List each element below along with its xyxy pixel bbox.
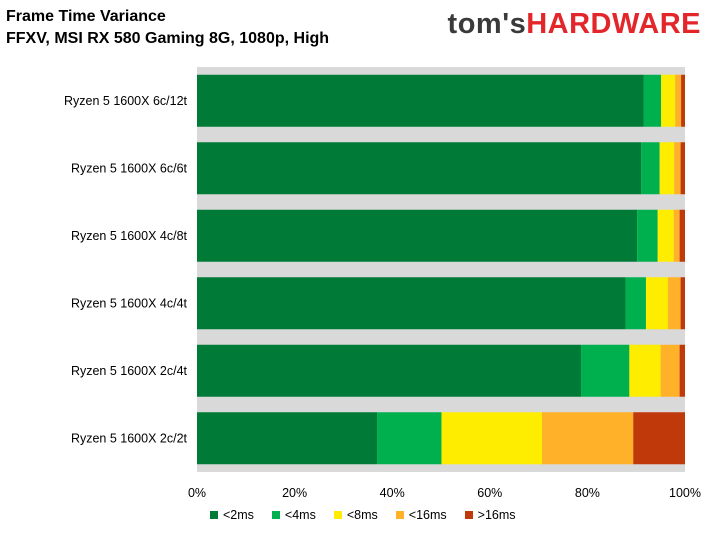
legend-swatch — [271, 511, 280, 519]
bar-segment — [637, 209, 658, 262]
bar-segment — [542, 412, 634, 465]
bar-segment — [625, 277, 646, 330]
bar-segment — [679, 209, 685, 262]
legend-item: <8ms — [333, 508, 378, 522]
bar-segment — [659, 142, 675, 195]
category-label: Ryzen 5 1600X 4c/4t — [71, 296, 188, 310]
bar-segment — [645, 277, 668, 330]
chart-subtitle: FFXV, MSI RX 580 Gaming 8G, 1080p, High — [6, 30, 330, 47]
category-label: Ryzen 5 1600X 2c/4t — [71, 364, 188, 378]
legend-label: <8ms — [346, 508, 378, 522]
bar-segment — [197, 74, 644, 127]
bar-segment — [197, 277, 626, 330]
x-tick-label: 60% — [477, 486, 502, 500]
bar-segment — [197, 209, 638, 262]
labels-layer: Ryzen 5 1600X 6c/12t Ryzen 5 1600X 6c/6t R… — [64, 94, 188, 446]
legend-swatch — [464, 511, 473, 519]
bar-segment — [680, 277, 685, 330]
legend-label: <4ms — [284, 508, 316, 522]
bar-segment — [667, 277, 681, 330]
bar-segment — [377, 412, 442, 465]
bar-segment — [680, 142, 685, 195]
x-tick-label: 100% — [669, 486, 701, 500]
bar-segment — [197, 344, 582, 397]
legend-item: <2ms — [210, 508, 254, 522]
legend-item: >16ms — [464, 508, 516, 522]
chart-title: Frame Time Variance — [6, 8, 166, 25]
bar-segment — [675, 74, 682, 127]
category-label: Ryzen 5 1600X 6c/12t — [64, 94, 188, 108]
legend-item: <4ms — [271, 508, 316, 522]
legend-label: <16ms — [408, 508, 447, 522]
bar-segment — [673, 209, 680, 262]
legend-swatch — [333, 511, 342, 519]
bar-segment — [641, 142, 660, 195]
bar-segment — [661, 74, 676, 127]
bar-segment — [197, 142, 642, 195]
bar-segment — [660, 344, 680, 397]
grid-layer — [197, 67, 685, 472]
legend-label: >16ms — [477, 508, 516, 522]
bar-segment — [674, 142, 681, 195]
legend-label: <2ms — [223, 508, 254, 522]
x-tick-label: 20% — [282, 486, 307, 500]
logo-text-hardware: HARDWARE — [526, 8, 701, 40]
category-label: Ryzen 5 1600X 6c/6t — [71, 161, 188, 175]
legend-swatch — [395, 511, 404, 519]
bar-segment — [679, 344, 685, 397]
bar-segment — [643, 74, 662, 127]
category-label: Ryzen 5 1600X 2c/2t — [71, 431, 188, 445]
plot-background — [197, 67, 685, 472]
legend-swatch — [210, 511, 218, 519]
x-tick-label: 40% — [380, 486, 405, 500]
x-tick-label: 0% — [188, 486, 206, 500]
bar-segment — [633, 412, 685, 465]
bar-segment — [629, 344, 661, 397]
bar-segment — [441, 412, 543, 465]
legend-item: <16ms — [395, 508, 447, 522]
x-tick-label: 80% — [575, 486, 600, 500]
bar-segment — [197, 412, 378, 465]
x-axis-ticks: 0% 20% 40% 60% 80% 100% — [188, 486, 701, 500]
bar-segment — [681, 74, 685, 127]
chart-title-block: Frame Time Variance FFXV, MSI RX 580 Gam… — [6, 6, 329, 50]
logo-text-toms: tom's — [447, 8, 527, 40]
bars-layer — [197, 74, 685, 465]
brand-logo: tom'sHARDWARE — [448, 4, 701, 44]
category-label: Ryzen 5 1600X 4c/8t — [71, 229, 188, 243]
chart-legend: <2ms <4ms <8ms <16ms >16ms — [210, 508, 534, 522]
bar-segment — [581, 344, 630, 397]
bar-segment — [657, 209, 674, 262]
